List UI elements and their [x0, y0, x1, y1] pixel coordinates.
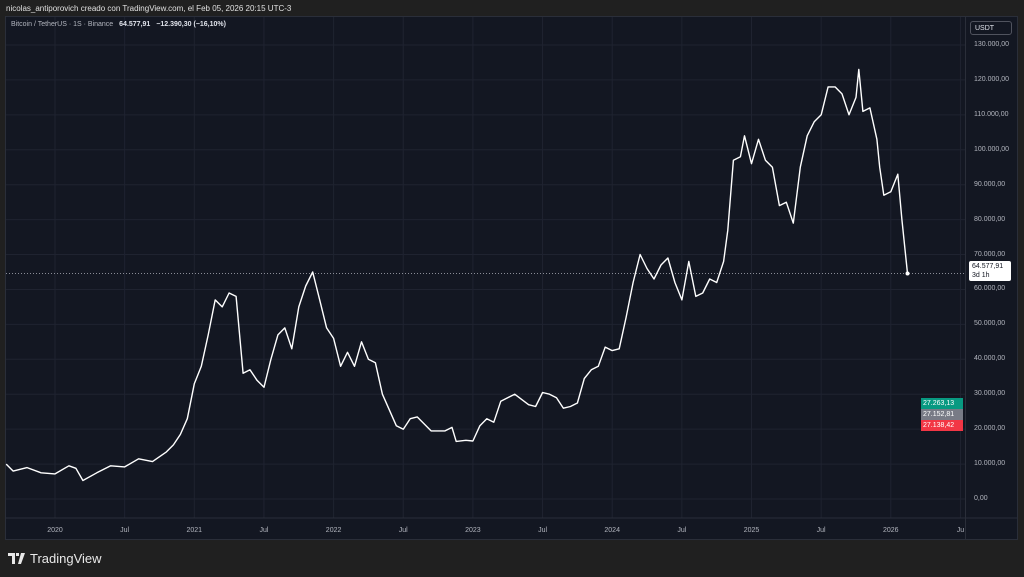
bar-countdown: 3d 1h [972, 272, 990, 279]
last-price-tag-value: 64.577,91 [972, 263, 1004, 270]
symbol-name[interactable]: Bitcoin / TetherUS · 1S · Binance [11, 21, 114, 28]
y-tick-label: 30.000,00 [974, 390, 1006, 398]
x-tick-label: Jul [816, 527, 826, 534]
price-tag-green: 27.263,13 [921, 398, 963, 409]
y-tick-label: 20.000,00 [974, 425, 1006, 433]
y-tick-label: 60.000,00 [974, 285, 1006, 293]
x-tick-label: 2021 [186, 527, 203, 534]
chart-caption: nicolas_antiporovich creado con TradingV… [6, 4, 292, 13]
x-tick-label: Jul [259, 527, 269, 534]
y-tick-label: 130.000,00 [974, 41, 1010, 48]
x-tick-label: Jul [398, 527, 408, 534]
tradingview-logo[interactable]: TradingView [8, 551, 102, 566]
symbol-legend: Bitcoin / TetherUS · 1S · Binance 64.577… [11, 21, 226, 28]
x-tick-label: Jul [120, 527, 130, 534]
x-tick-label: 2025 [743, 527, 760, 534]
y-tick-label: 0,00 [974, 495, 988, 502]
chart-panel[interactable] [5, 16, 1018, 540]
x-tick-label: 2020 [47, 527, 63, 534]
y-tick-label: 70.000,00 [974, 250, 1006, 258]
price-change: −12.390,30 (−16,10%) [156, 21, 226, 28]
y-tick-label: 50.000,00 [974, 320, 1006, 328]
price-tag-red: 27.138,42 [921, 420, 963, 431]
price-axis-divider [965, 16, 966, 540]
x-tick-label: Ju [956, 527, 965, 534]
last-price-tag: 64.577,91 3d 1h [969, 261, 1011, 281]
currency-button[interactable]: USDT [970, 21, 1012, 35]
last-point-marker [905, 271, 910, 276]
x-tick-label: 2022 [325, 527, 342, 534]
y-tick-label: 40.000,00 [974, 355, 1006, 363]
y-tick-label: 90.000,00 [974, 180, 1006, 188]
price-line-series [5, 68, 909, 482]
price-tag-gray: 27.152,81 [921, 409, 963, 420]
y-tick-label: 120.000,00 [974, 75, 1010, 83]
tradingview-logo-icon [8, 553, 25, 564]
y-tick-label: 100.000,00 [974, 145, 1010, 153]
brand-name: TradingView [30, 551, 102, 566]
y-tick-label: 10.000,00 [974, 460, 1006, 468]
x-tick-label: 2026 [883, 527, 899, 534]
last-price: 64.577,91 [119, 21, 151, 28]
x-tick-label: Jul [538, 527, 548, 534]
x-tick-label: 2023 [465, 527, 481, 534]
x-tick-label: 2024 [604, 527, 620, 534]
y-tick-label: 80.000,00 [974, 215, 1006, 223]
x-tick-label: Jul [677, 527, 687, 534]
y-tick-label: 110.000,00 [974, 110, 1009, 118]
